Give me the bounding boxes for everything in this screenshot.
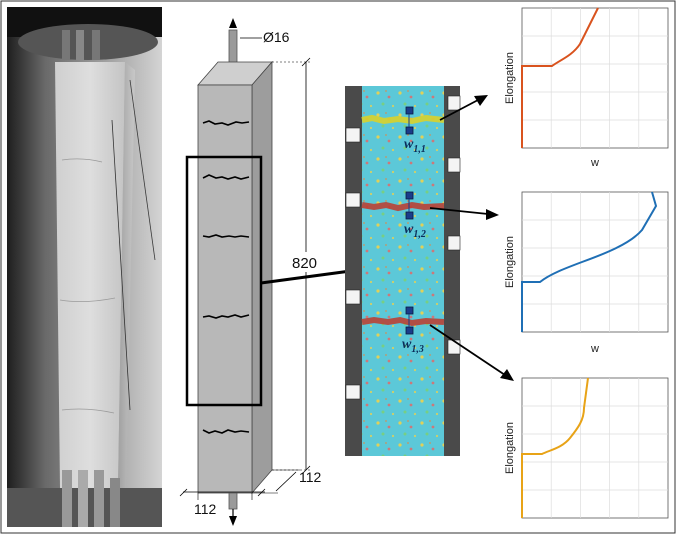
crack-label-w11: w1,1	[404, 137, 426, 155]
x-axis-label: w	[590, 157, 599, 169]
gauge-marker	[405, 326, 414, 335]
y-axis-label: Elongation	[504, 52, 516, 104]
elongation-plot: Elongation w	[504, 7, 669, 169]
depth-dimension-label: 112	[299, 469, 322, 485]
gauge-marker	[405, 306, 414, 315]
prism-front-face	[197, 84, 253, 494]
crack-line	[202, 429, 250, 434]
dic-field	[362, 86, 444, 456]
elongation-curve	[521, 377, 589, 518]
height-dimension-label: 820	[292, 255, 317, 272]
elongation-curve	[521, 7, 599, 148]
crack-band	[361, 114, 445, 125]
crack-line	[202, 120, 250, 126]
gauge-marker	[405, 211, 414, 220]
elongation-plot: Elongation w	[504, 191, 669, 355]
crack-line	[202, 234, 250, 238]
elongation-plots: Elongation w Elongation w Elongation	[504, 7, 669, 519]
crack-line	[202, 174, 250, 180]
bar-diameter-label: Ø16	[263, 29, 290, 45]
elongation-plot: Elongation	[504, 377, 669, 519]
x-axis-label: w	[590, 343, 599, 355]
crack-band	[361, 316, 445, 327]
specimen-schematic: Ø16 820 112 112	[179, 18, 359, 526]
gauge-marker	[405, 106, 414, 115]
specimen-photo	[7, 7, 162, 527]
width-dimension-label: 112	[194, 501, 217, 517]
gauge-marker	[405, 126, 414, 135]
elongation-curve	[521, 191, 658, 332]
y-axis-label: Elongation	[504, 236, 516, 288]
crack-label-w13: w1,3	[402, 337, 424, 355]
crack-line	[202, 314, 250, 319]
dic-strain-field: w1,1 w1,2 w1,3	[345, 86, 514, 456]
region-of-interest-box	[185, 155, 263, 407]
gauge-marker	[405, 191, 414, 200]
y-axis-label: Elongation	[504, 422, 516, 474]
crack-band	[361, 201, 445, 212]
crack-label-w12: w1,2	[404, 222, 426, 240]
